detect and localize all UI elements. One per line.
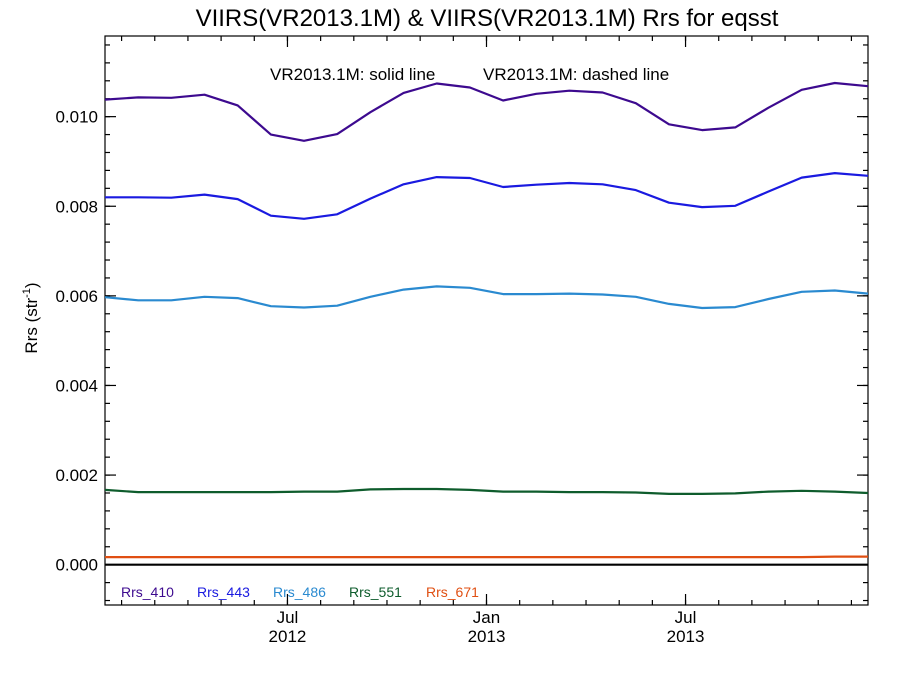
y-tick-label: 0.006 bbox=[55, 287, 98, 306]
annotation-solid: VR2013.1M: solid line bbox=[270, 65, 435, 84]
legend-label-rrs-671: Rrs_671 bbox=[426, 584, 479, 600]
y-axis-ticks: 0.000 0.002 0.004 0.006 0.008 0.010 bbox=[55, 44, 868, 602]
y-tick-label: 0.010 bbox=[55, 108, 98, 127]
chart-title: VIIRS(VR2013.1M) & VIIRS(VR2013.1M) Rrs … bbox=[196, 5, 779, 32]
x-tick-label-month: Jul bbox=[675, 608, 697, 627]
x-tick-label-year: 2013 bbox=[468, 627, 506, 646]
series-line-rrs-443 bbox=[105, 172, 869, 220]
legend-label-rrs-486: Rrs_486 bbox=[273, 584, 326, 600]
legend-label-rrs-443: Rrs_443 bbox=[197, 584, 250, 600]
y-tick-label: 0.002 bbox=[55, 466, 98, 485]
x-tick-label-month: Jan bbox=[473, 608, 500, 627]
y-axis-label-main: Rrs (str bbox=[22, 298, 41, 354]
y-axis-label: Rrs (str-1) bbox=[21, 282, 41, 353]
plot-frame bbox=[104, 35, 869, 606]
legend-label-rrs-410: Rrs_410 bbox=[121, 584, 174, 600]
series-line-rrs-671 bbox=[105, 555, 868, 559]
series-line-rrs-486 bbox=[104, 285, 869, 310]
annotation-dashed: VR2013.1M: dashed line bbox=[483, 65, 669, 84]
series-line-rrs-551 bbox=[104, 487, 869, 495]
x-tick-label-year: 2013 bbox=[667, 627, 705, 646]
legend-label-rrs-551: Rrs_551 bbox=[349, 584, 402, 600]
plot-border bbox=[104, 35, 869, 606]
y-tick-label: 0.008 bbox=[55, 197, 98, 216]
y-tick-label: 0.004 bbox=[55, 376, 98, 395]
x-tick-label-year: 2012 bbox=[269, 627, 307, 646]
x-tick-label-month: Jul bbox=[277, 608, 299, 627]
series-lines bbox=[104, 81, 869, 566]
y-axis-label-sup: -1 bbox=[21, 288, 33, 298]
y-axis-label-close: ) bbox=[22, 282, 41, 288]
y-tick-label: 0.000 bbox=[55, 556, 98, 575]
legend: Rrs_410 Rrs_443 Rrs_486 Rrs_551 Rrs_671 bbox=[121, 584, 479, 600]
series-line-rrs-410 bbox=[104, 81, 869, 142]
